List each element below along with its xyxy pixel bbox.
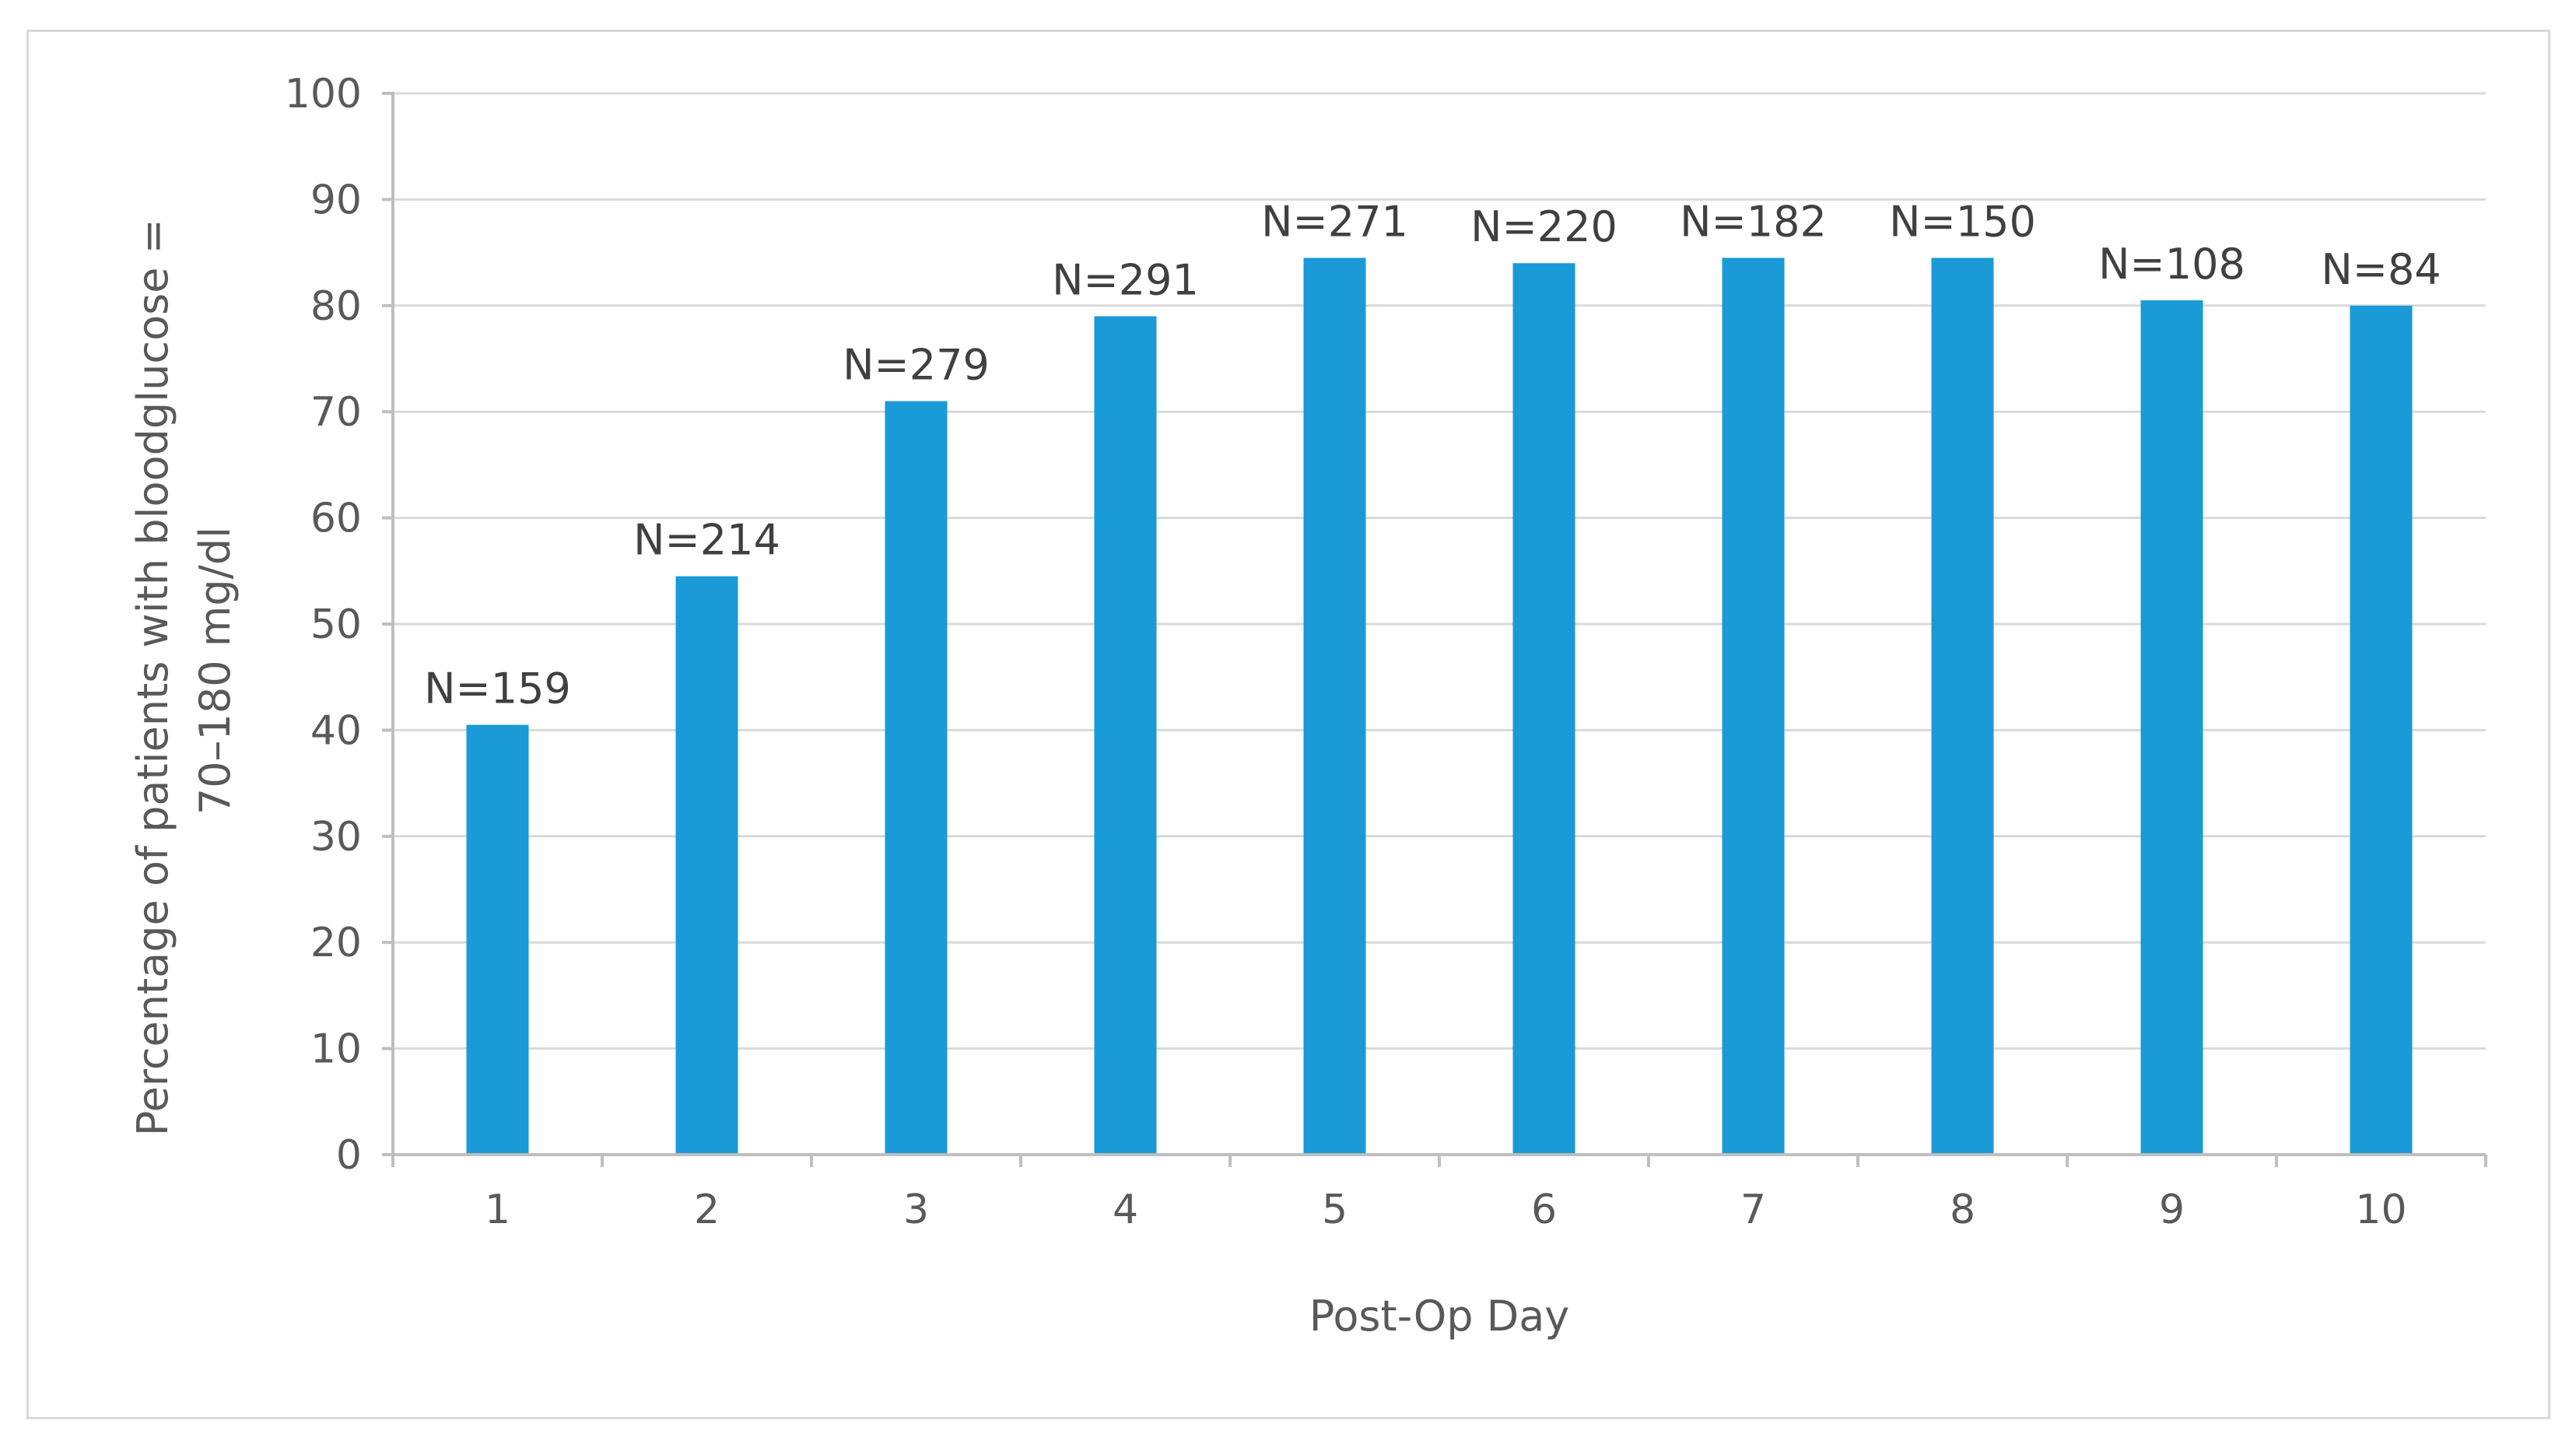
chart-frame [26,30,2550,1419]
bar-day-5 [1303,258,1366,1155]
x-tick-label: 7 [1740,1187,1766,1233]
data-label-day-1: N=159 [424,664,571,713]
data-label-day-5: N=271 [1261,197,1408,246]
y-tick-label: 100 [285,71,362,117]
data-label-day-9: N=108 [2098,240,2245,289]
data-label-day-4: N=291 [1052,255,1199,304]
bar-day-8 [1931,258,1994,1155]
data-label-day-2: N=214 [633,516,780,565]
bar-day-3 [885,401,948,1155]
bar-day-7 [1722,258,1785,1155]
data-label-day-6: N=220 [1470,202,1617,251]
x-tick-label: 5 [1322,1187,1348,1233]
y-axis-title: Percentage of patients with bloodglucose… [128,205,240,1136]
bar-day-9 [2140,300,2203,1155]
x-tick-label: 4 [1113,1187,1138,1233]
data-label-day-8: N=150 [1889,197,2036,246]
x-tick-label: 10 [2355,1187,2406,1233]
y-tick-label: 40 [310,707,362,754]
y-axis-title-line-2: 70–180 mg/dl [191,527,240,815]
data-label-day-7: N=182 [1680,197,1827,246]
gridlines [393,92,2486,1050]
bars [466,258,2413,1155]
x-tick-label: 2 [694,1187,720,1233]
y-tick-label: 60 [310,496,362,542]
x-tick-label: 9 [2159,1187,2185,1233]
y-tick-label: 30 [310,814,362,861]
y-tick-label: 20 [310,920,362,966]
x-tick-label: 1 [485,1187,510,1233]
axes: 0 10 20 30 40 50 60 70 80 90 100 1 2 3 4 5 6 7 8 9 10 [285,71,2487,1233]
y-axis-title-line-1: Percentage of patients with bloodglucose… [128,219,177,1136]
x-tick-label: 6 [1531,1187,1557,1233]
bar-day-4 [1094,316,1157,1155]
data-label-day-10: N=84 [2321,245,2441,294]
x-tick-label: 8 [1950,1187,1975,1233]
x-axis-title: Post-Op Day [1309,1292,1570,1341]
data-label-day-3: N=279 [843,341,990,390]
data-labels: N=159 N=214 N=279 N=291 N=271 N=220 N=182 N=150… [424,197,2441,713]
y-tick-label: 10 [310,1026,362,1073]
y-tick-label: 90 [310,177,362,223]
y-tick-label: 80 [310,283,362,330]
x-tick-label: 3 [903,1187,929,1233]
bar-day-6 [1512,263,1575,1155]
bar-day-2 [675,576,738,1155]
y-tick-label: 0 [336,1132,362,1179]
bar-day-1 [466,724,529,1155]
y-tick-label: 70 [310,389,362,436]
bar-day-10 [2350,305,2413,1155]
y-tick-label: 50 [310,601,362,648]
